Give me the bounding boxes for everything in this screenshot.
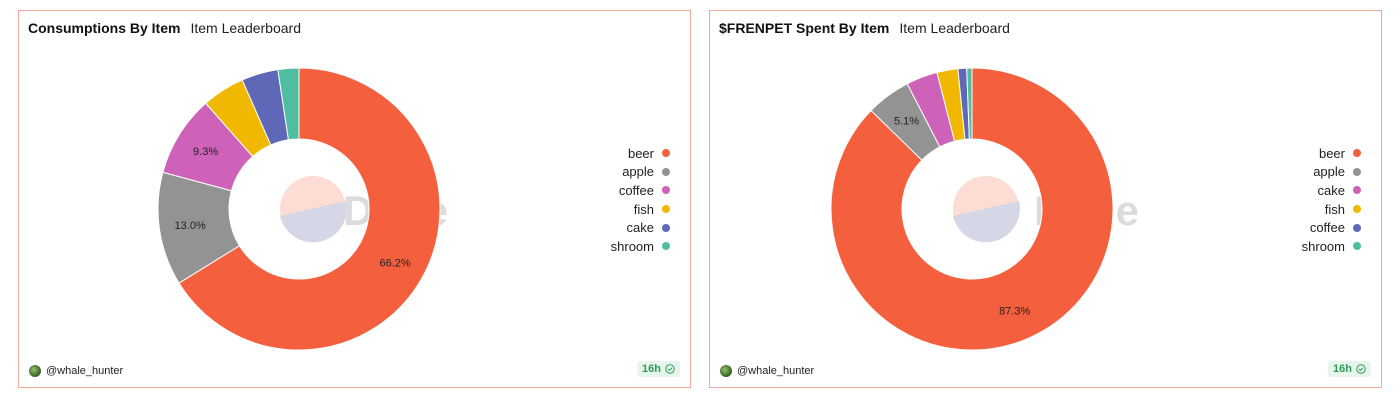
panel-title[interactable]: Consumptions By Item [28,20,181,36]
legend-item-shroom[interactable]: shroom [1302,237,1361,256]
legend-item-beer[interactable]: beer [1319,144,1361,163]
legend-item-coffee[interactable]: coffee [619,181,670,200]
panel-title[interactable]: $FRENPET Spent By Item [719,20,890,36]
author-name: @whale_hunter [46,365,124,377]
dune-logo-bottom [280,201,347,243]
chart-panel-consumptions: Consumptions By Item Item Leaderboard Du… [18,10,691,388]
slices [157,67,441,351]
panel-subtitle[interactable]: Item Leaderboard [190,20,301,36]
legend-item-cake[interactable]: cake [1318,181,1361,200]
legend-dot-icon [1353,223,1361,232]
check-circle-icon [665,364,675,374]
legend-item-apple[interactable]: apple [622,163,670,182]
legend-label: apple [622,164,654,180]
freshness-text: 16h [642,363,661,375]
legend-label: cake [1317,182,1345,198]
legend-item-apple[interactable]: apple [1313,163,1361,182]
slices [830,67,1114,351]
legend-dot-icon [1353,167,1361,176]
legend-item-shroom[interactable]: shroom [611,237,670,256]
legend-item-beer[interactable]: beer [628,144,670,163]
freshness-text: 16h [1333,363,1352,375]
slice-beer[interactable] [178,67,441,351]
legend-label: apple [1313,164,1345,180]
legend: beer apple cake fish coffee shroom [1302,144,1361,256]
data-labels: 87.3% 5.1% [894,116,1031,318]
legend-label: fish [633,201,654,217]
data-label-apple: 5.1% [894,116,919,128]
legend-label: shroom [610,238,654,254]
author[interactable]: @whale_hunter [720,365,814,377]
legend-dot-icon [1353,205,1361,214]
chart-panel-frenpet-spent: $FRENPET Spent By Item Item Leaderboard … [709,10,1382,388]
panel-header: Consumptions By Item Item Leaderboard [28,20,301,36]
author-name: @whale_hunter [737,365,815,377]
data-label-apple: 13.0% [175,220,206,232]
avatar [29,365,41,377]
panel-header: $FRENPET Spent By Item Item Leaderboard [719,20,1010,36]
check-circle-icon [1356,364,1366,374]
slice-shroom[interactable] [277,67,300,141]
data-label-coffee: 9.3% [193,146,218,158]
donut-chart: Dune 87.3%5.1% [830,67,1139,351]
slice-shroom[interactable] [966,67,973,140]
data-label-beer: 87.3% [999,305,1030,317]
legend-dot-icon [662,242,670,251]
author[interactable]: @whale_hunter [29,365,123,377]
legend-label: coffee [1309,220,1345,236]
data-labels: 66.2% 13.0% 9.3% [175,146,411,270]
legend-dot-icon [1353,186,1361,195]
panel-subtitle[interactable]: Item Leaderboard [899,20,1010,36]
legend-label: fish [1324,201,1345,217]
freshness-badge[interactable]: 16h [637,361,680,377]
legend-dot-icon [662,167,670,176]
legend-dot-icon [662,223,670,232]
donut-chart: Dune 66.2%13.0%9.3% [157,67,448,351]
legend-item-fish[interactable]: fish [1325,200,1361,219]
freshness-badge[interactable]: 16h [1328,361,1371,377]
legend-item-fish[interactable]: fish [634,200,670,219]
legend-label: shroom [1301,238,1345,254]
legend-item-cake[interactable]: cake [627,218,670,237]
legend-dot-icon [1353,242,1361,251]
avatar [720,365,732,377]
legend-dot-icon [662,205,670,214]
legend-label: coffee [618,182,654,198]
legend: beer apple coffee fish cake shroom [611,144,670,256]
slice-beer[interactable] [830,67,1114,351]
legend-dot-icon [662,149,670,158]
legend-item-coffee[interactable]: coffee [1310,218,1361,237]
legend-label: beer [1318,145,1345,161]
legend-label: beer [627,145,654,161]
data-label-beer: 66.2% [379,258,410,270]
legend-dot-icon [1353,149,1361,158]
legend-label: cake [626,220,654,236]
dune-logo-bottom [953,201,1020,243]
legend-dot-icon [662,186,670,195]
